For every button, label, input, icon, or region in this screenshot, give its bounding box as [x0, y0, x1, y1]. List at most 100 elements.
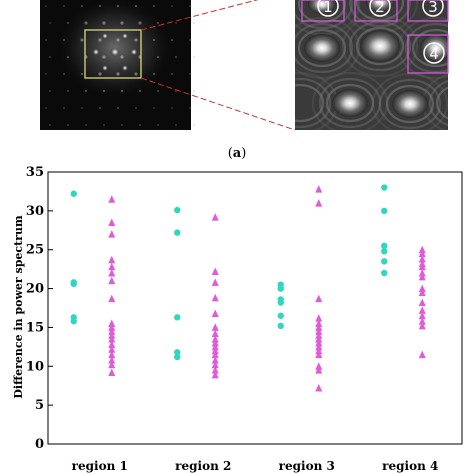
data-point-circle — [381, 184, 388, 191]
region-marker-4: 4 — [407, 34, 449, 74]
y-tick-label: 0 — [35, 437, 44, 452]
data-point-circle — [70, 280, 77, 288]
data-point-triangle — [418, 272, 426, 281]
data-point-triangle — [108, 360, 116, 369]
data-point-circle — [277, 299, 284, 306]
data-point-triangle — [315, 350, 323, 359]
data-point-triangle — [211, 323, 219, 331]
data-point-circle — [381, 258, 388, 265]
data-point-triangle — [315, 335, 323, 343]
data-point-triangle — [315, 314, 323, 322]
data-point-triangle — [418, 255, 426, 263]
region-marker-4-label: 4 — [429, 45, 439, 63]
chart-marks — [70, 184, 426, 392]
y-axis-title: Difference in power spectrum — [12, 215, 25, 399]
data-point-circle — [70, 318, 77, 325]
data-point-circle — [381, 248, 388, 255]
data-point-circle — [277, 285, 284, 292]
data-point-triangle — [108, 230, 116, 238]
data-point-circle — [174, 314, 181, 321]
data-point-triangle — [418, 249, 426, 258]
data-point-triangle — [418, 350, 426, 359]
x-category-label: region 3 — [279, 459, 335, 473]
data-point-circle — [277, 312, 284, 319]
data-point-triangle — [211, 366, 219, 374]
data-point-triangle — [211, 278, 219, 286]
data-point-triangle — [211, 329, 219, 338]
data-point-triangle — [418, 298, 426, 307]
data-point-triangle — [108, 218, 116, 227]
data-point-circle — [381, 207, 388, 215]
data-point-triangle — [315, 199, 323, 207]
full-spectrum-image — [40, 0, 196, 130]
data-point-triangle — [108, 269, 116, 277]
region-marker-3: 3 — [407, 0, 449, 22]
data-point-triangle — [418, 288, 426, 296]
data-point-triangle — [211, 338, 219, 347]
data-point-triangle — [108, 294, 116, 303]
data-point-triangle — [418, 306, 426, 314]
y-tick-label: 25 — [26, 243, 44, 258]
x-category-label: region 2 — [175, 459, 231, 473]
data-point-triangle — [211, 342, 219, 351]
data-point-triangle — [315, 366, 323, 374]
data-point-triangle — [315, 185, 323, 193]
plot-frame — [47, 171, 463, 445]
data-point-triangle — [108, 350, 116, 359]
region-marker-2-label: 2 — [375, 0, 385, 16]
data-point-circle — [174, 229, 181, 236]
data-point-triangle — [315, 331, 323, 339]
data-point-circle — [381, 269, 388, 277]
data-point-triangle — [108, 345, 116, 353]
data-point-triangle — [211, 267, 219, 275]
data-point-triangle — [108, 327, 116, 335]
y-tick-label: 35 — [26, 165, 44, 180]
panel-a-caption-open: ( — [227, 146, 233, 161]
data-point-triangle — [108, 276, 116, 285]
data-point-triangle — [108, 195, 116, 203]
data-point-triangle — [108, 356, 116, 364]
data-point-triangle — [108, 335, 116, 343]
data-point-triangle — [108, 255, 116, 264]
data-point-triangle — [211, 309, 219, 317]
region-marker-1-label: 1 — [323, 0, 333, 16]
data-point-triangle — [211, 213, 219, 221]
zoom-connector-bottom — [140, 77, 296, 131]
data-point-triangle — [418, 262, 426, 271]
data-point-triangle — [211, 346, 219, 355]
data-point-triangle — [315, 319, 323, 328]
y-tick-label: 15 — [26, 320, 44, 335]
zoom-selection-box — [84, 29, 142, 79]
data-point-circle — [174, 353, 181, 361]
data-point-triangle — [315, 384, 323, 392]
zoomed-spectrum-image — [295, 0, 448, 130]
data-point-triangle — [418, 321, 426, 330]
region-marker-3-label: 3 — [428, 0, 438, 16]
data-point-triangle — [108, 319, 116, 328]
data-point-triangle — [315, 346, 323, 355]
data-point-triangle — [418, 317, 426, 325]
data-point-triangle — [108, 368, 116, 377]
region-marker-2: 2 — [354, 0, 398, 22]
data-point-circle — [174, 349, 181, 356]
panel-a-caption-letter: a — [232, 146, 242, 161]
data-point-triangle — [211, 360, 219, 369]
y-tick-label: 10 — [26, 359, 44, 374]
data-point-triangle — [315, 294, 323, 303]
data-point-triangle — [108, 340, 116, 349]
data-point-triangle — [315, 323, 323, 331]
data-point-circle — [277, 322, 284, 330]
panel-a-caption-close: ) — [241, 146, 247, 161]
panel-a-caption: (a) — [0, 146, 474, 161]
power-spectrum-scatter-chart: 0 5 10 15 20 25 30 35 region 1 region 2 region 3 re… — [12, 165, 463, 473]
data-point-triangle — [418, 284, 426, 293]
data-point-triangle — [108, 323, 116, 331]
data-point-triangle — [211, 356, 219, 364]
data-point-triangle — [315, 338, 323, 347]
data-point-triangle — [315, 362, 323, 370]
data-point-triangle — [211, 293, 219, 302]
spectrum-figure-panel: 1 2 3 4 — [40, 0, 449, 131]
y-tick-label: 5 — [35, 398, 44, 413]
data-point-triangle — [315, 327, 323, 335]
data-point-triangle — [211, 350, 219, 359]
